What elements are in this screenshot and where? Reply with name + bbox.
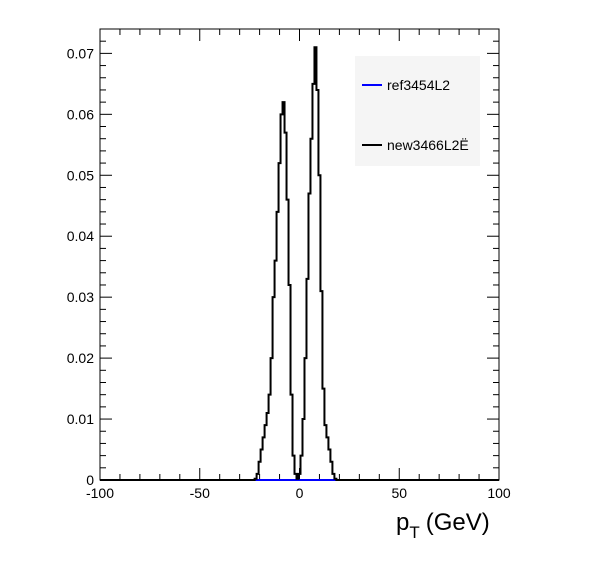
series-layer bbox=[100, 46, 499, 481]
x-tick-label: 0 bbox=[296, 485, 304, 501]
y-tick-label: 0.03 bbox=[67, 289, 94, 305]
x-tick-label: 50 bbox=[391, 485, 407, 501]
y-tick-label: 0.01 bbox=[67, 411, 94, 427]
legend-label-ref: ref3454L2 bbox=[387, 77, 450, 93]
y-tick-label: 0.06 bbox=[67, 106, 94, 122]
x-tick-label: -100 bbox=[86, 485, 114, 501]
x-tick-label: 100 bbox=[487, 485, 511, 501]
legend-label-new: new3466L2Ë bbox=[387, 137, 469, 153]
y-tick-label: 0.02 bbox=[67, 350, 94, 366]
series-line-1 bbox=[100, 46, 499, 481]
y-tick-label: 0.07 bbox=[67, 45, 94, 61]
y-tick-label: 0 bbox=[86, 472, 94, 488]
y-tick-label: 0.04 bbox=[67, 228, 94, 244]
legend: ref3454L2 new3466L2Ë bbox=[355, 56, 480, 166]
y-axis-ticks: 0 0.01 0.02 0.03 0.04 0.05 0.06 0.07 bbox=[67, 28, 499, 488]
x-tick-label: -50 bbox=[190, 485, 210, 501]
legend-box bbox=[355, 56, 480, 166]
x-axis-title: pT (GeV) bbox=[396, 509, 490, 542]
y-tick-label: 0.05 bbox=[67, 167, 94, 183]
x-axis-ticks: -100 -50 0 50 100 bbox=[86, 29, 511, 501]
